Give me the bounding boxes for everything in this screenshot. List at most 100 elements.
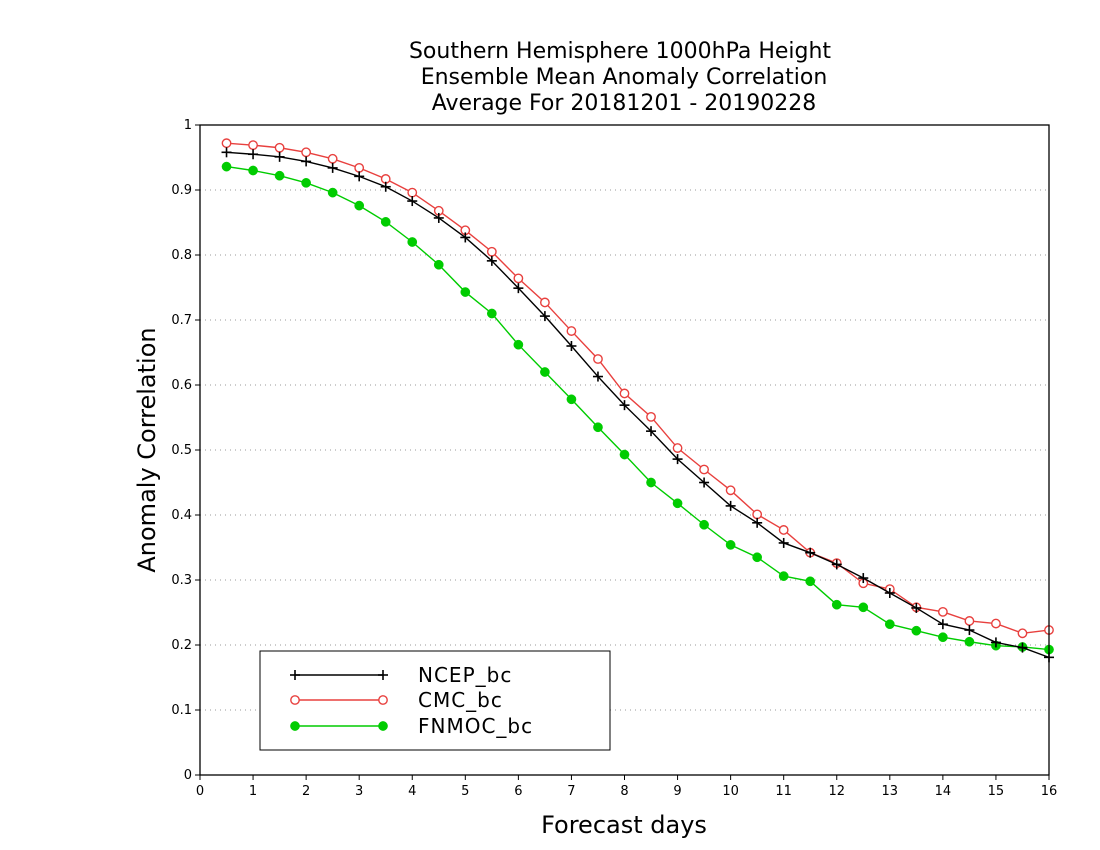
series-line-cmc-bc (226, 142, 1050, 635)
data-point (752, 552, 763, 563)
data-point (274, 170, 285, 181)
data-point (221, 138, 232, 149)
x-tick-label: 14 (935, 784, 952, 799)
series-cmc-bc (221, 138, 1054, 639)
data-point (460, 287, 471, 297)
series-line-fnmoc-bc (226, 165, 1050, 651)
legend-item-ncep-bc: NCEP_bc (290, 663, 512, 687)
data-point (619, 400, 630, 411)
legend-item-fnmoc-bc: FNMOC_bc (290, 714, 532, 738)
x-tick-label: 5 (461, 784, 469, 799)
x-tick-label: 12 (828, 784, 845, 799)
data-point (274, 151, 285, 162)
y-tick-label: 0.7 (171, 313, 192, 328)
x-tick-label: 9 (673, 784, 681, 799)
data-point (354, 171, 365, 182)
data-point (566, 341, 577, 351)
data-point (937, 606, 948, 617)
data-point (540, 297, 550, 308)
legend-marker (378, 721, 388, 731)
data-point (248, 149, 259, 160)
data-point (486, 255, 497, 266)
data-point (248, 165, 258, 176)
data-point (831, 599, 842, 610)
legend-label: CMC_bc (418, 688, 503, 712)
data-point (646, 477, 656, 488)
legend-marker (378, 670, 388, 680)
data-point (407, 237, 418, 247)
data-point (513, 283, 524, 294)
x-tick-label: 10 (722, 784, 739, 799)
y-tick-label: 0.6 (171, 378, 192, 393)
x-tick-label: 16 (1041, 784, 1058, 799)
y-axis-label: Anomaly Correlation (133, 327, 161, 572)
series-layer (221, 138, 1054, 663)
data-point (911, 625, 922, 636)
x-tick-label: 1 (249, 784, 257, 799)
data-point (486, 308, 497, 319)
series-fnmoc-bc (221, 161, 1054, 655)
data-point (593, 354, 603, 364)
x-tick-label: 13 (882, 784, 899, 799)
data-point (990, 637, 1001, 648)
data-point (327, 162, 338, 173)
data-point (433, 259, 444, 270)
y-tick-label: 0.5 (171, 443, 192, 458)
data-point (221, 161, 232, 172)
data-point (1017, 642, 1028, 653)
y-tick-label: 0.4 (171, 508, 192, 523)
chart-title: Southern Hemisphere 1000hPa Height Ensem… (409, 39, 831, 116)
y-tick-label: 0.8 (171, 248, 192, 263)
x-tick-label: 11 (775, 784, 792, 799)
data-point (566, 326, 577, 336)
data-point (725, 485, 736, 496)
data-point (725, 540, 736, 550)
x-tick-label: 3 (355, 784, 363, 799)
data-point (778, 537, 789, 548)
data-point (407, 187, 418, 198)
x-tick-label: 6 (514, 784, 522, 799)
data-point (566, 394, 577, 405)
legend-item-cmc-bc: CMC_bc (290, 688, 503, 712)
data-point (964, 616, 975, 626)
legend-marker (290, 721, 300, 731)
data-point (486, 246, 497, 257)
data-point (646, 426, 657, 437)
data-point (752, 517, 763, 528)
data-point (593, 422, 603, 433)
data-point (301, 156, 312, 167)
data-point (699, 464, 709, 475)
data-point (858, 573, 869, 584)
data-point (380, 181, 391, 192)
x-tick-label: 7 (567, 784, 575, 799)
data-point (619, 449, 630, 460)
x-tick-label: 2 (302, 784, 310, 799)
data-point (301, 178, 311, 188)
title-line-2: Ensemble Mean Anomaly Correlation (421, 65, 828, 90)
y-tick-label: 1 (184, 118, 192, 133)
data-point (513, 339, 524, 350)
data-point (884, 619, 895, 630)
data-point (831, 559, 842, 570)
data-point (805, 576, 816, 587)
data-point (1017, 628, 1028, 639)
data-point (778, 525, 789, 535)
data-point (884, 588, 895, 598)
y-tick-label: 0.3 (171, 573, 192, 588)
data-point (327, 153, 338, 164)
x-tick-label: 4 (408, 784, 416, 799)
data-point (699, 519, 709, 530)
y-tick-label: 0.1 (171, 703, 192, 718)
data-point (513, 273, 524, 284)
data-point (672, 498, 683, 509)
series-ncep-bc (221, 147, 1054, 663)
data-point (619, 388, 630, 399)
data-point (964, 636, 975, 647)
y-tick-label: 0.2 (171, 638, 192, 653)
data-point (938, 632, 948, 643)
data-point (778, 571, 789, 581)
data-point (301, 147, 312, 158)
axis-ticks: 00.10.20.30.40.50.60.70.80.910 1 2 3 4 5 6 7 8 9 1… (171, 118, 1057, 799)
legend-label: NCEP_bc (418, 663, 512, 687)
data-point (991, 618, 1001, 629)
